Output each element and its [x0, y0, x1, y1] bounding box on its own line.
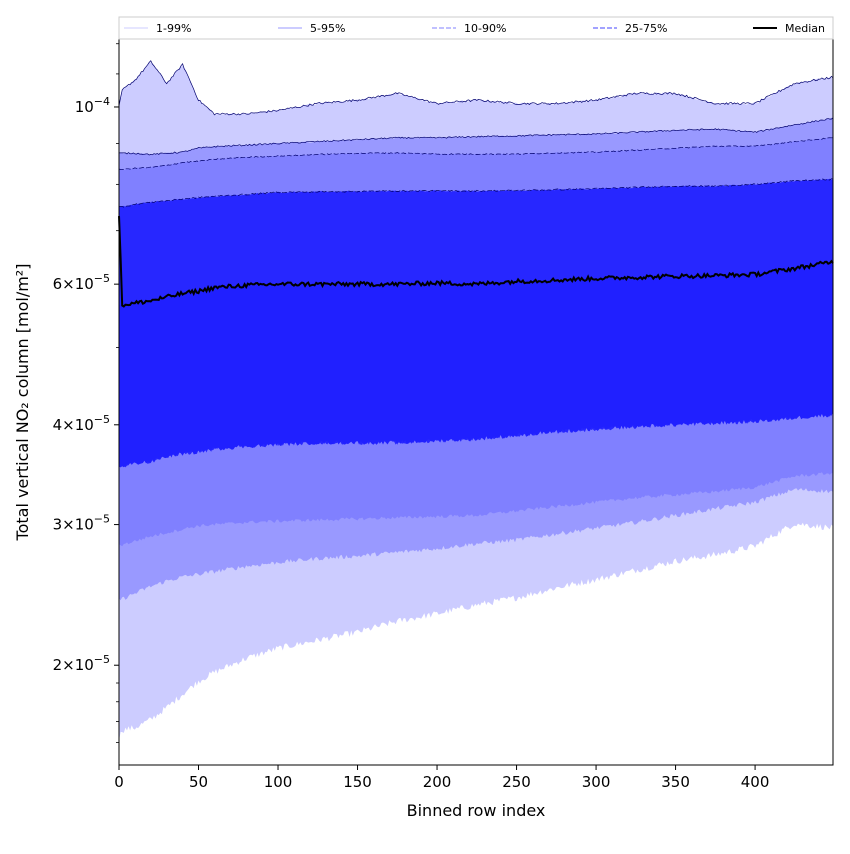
- y-tick-label: 10−4: [75, 95, 110, 116]
- x-axis-ticks: 0 50 100 150 200 250 300 350 400: [114, 765, 769, 791]
- band-edge-25-75%: [118, 178, 834, 208]
- band-edge-5-95%: [119, 117, 834, 156]
- legend-label: 1-99%: [156, 22, 191, 35]
- y-tick-label: 6×10−5: [53, 272, 110, 293]
- x-tick-label: 150: [343, 773, 372, 791]
- x-tick-label: 0: [114, 773, 124, 791]
- x-tick-label: 350: [661, 773, 690, 791]
- band-inner: [119, 261, 833, 468]
- y-axis-label: Total vertical NO₂ column [mol/m²]: [13, 264, 32, 542]
- x-tick-label: 250: [502, 773, 531, 791]
- x-tick-label: 300: [582, 773, 611, 791]
- band-edge-10-90%: [118, 137, 834, 171]
- x-tick-label: 50: [189, 773, 208, 791]
- median-line: [118, 216, 834, 308]
- y-tick-label: 4×10−5: [53, 413, 110, 434]
- bands-layer: [118, 60, 834, 741]
- legend-label: Median: [785, 22, 825, 35]
- legend-box: [118, 16, 834, 40]
- legend: 1-99% 5-95% 10-90% 25-75% Median: [118, 16, 834, 40]
- y-tick-label: 3×10−5: [53, 513, 110, 534]
- x-axis-label: Binned row index: [407, 801, 546, 820]
- y-tick-label: 2×10−5: [53, 653, 110, 674]
- legend-label: 25-75%: [625, 22, 667, 35]
- y-axis-ticks: 2×10−5 3×10−5 4×10−5 6×10−5 10−4: [53, 43, 119, 744]
- x-tick-label: 200: [423, 773, 452, 791]
- x-tick-label: 400: [741, 773, 770, 791]
- legend-label: 5-95%: [310, 22, 345, 35]
- x-tick-label: 100: [264, 773, 293, 791]
- band-edge-1-99%: [118, 60, 834, 116]
- series-layer: [118, 216, 834, 308]
- legend-label: 10-90%: [464, 22, 506, 35]
